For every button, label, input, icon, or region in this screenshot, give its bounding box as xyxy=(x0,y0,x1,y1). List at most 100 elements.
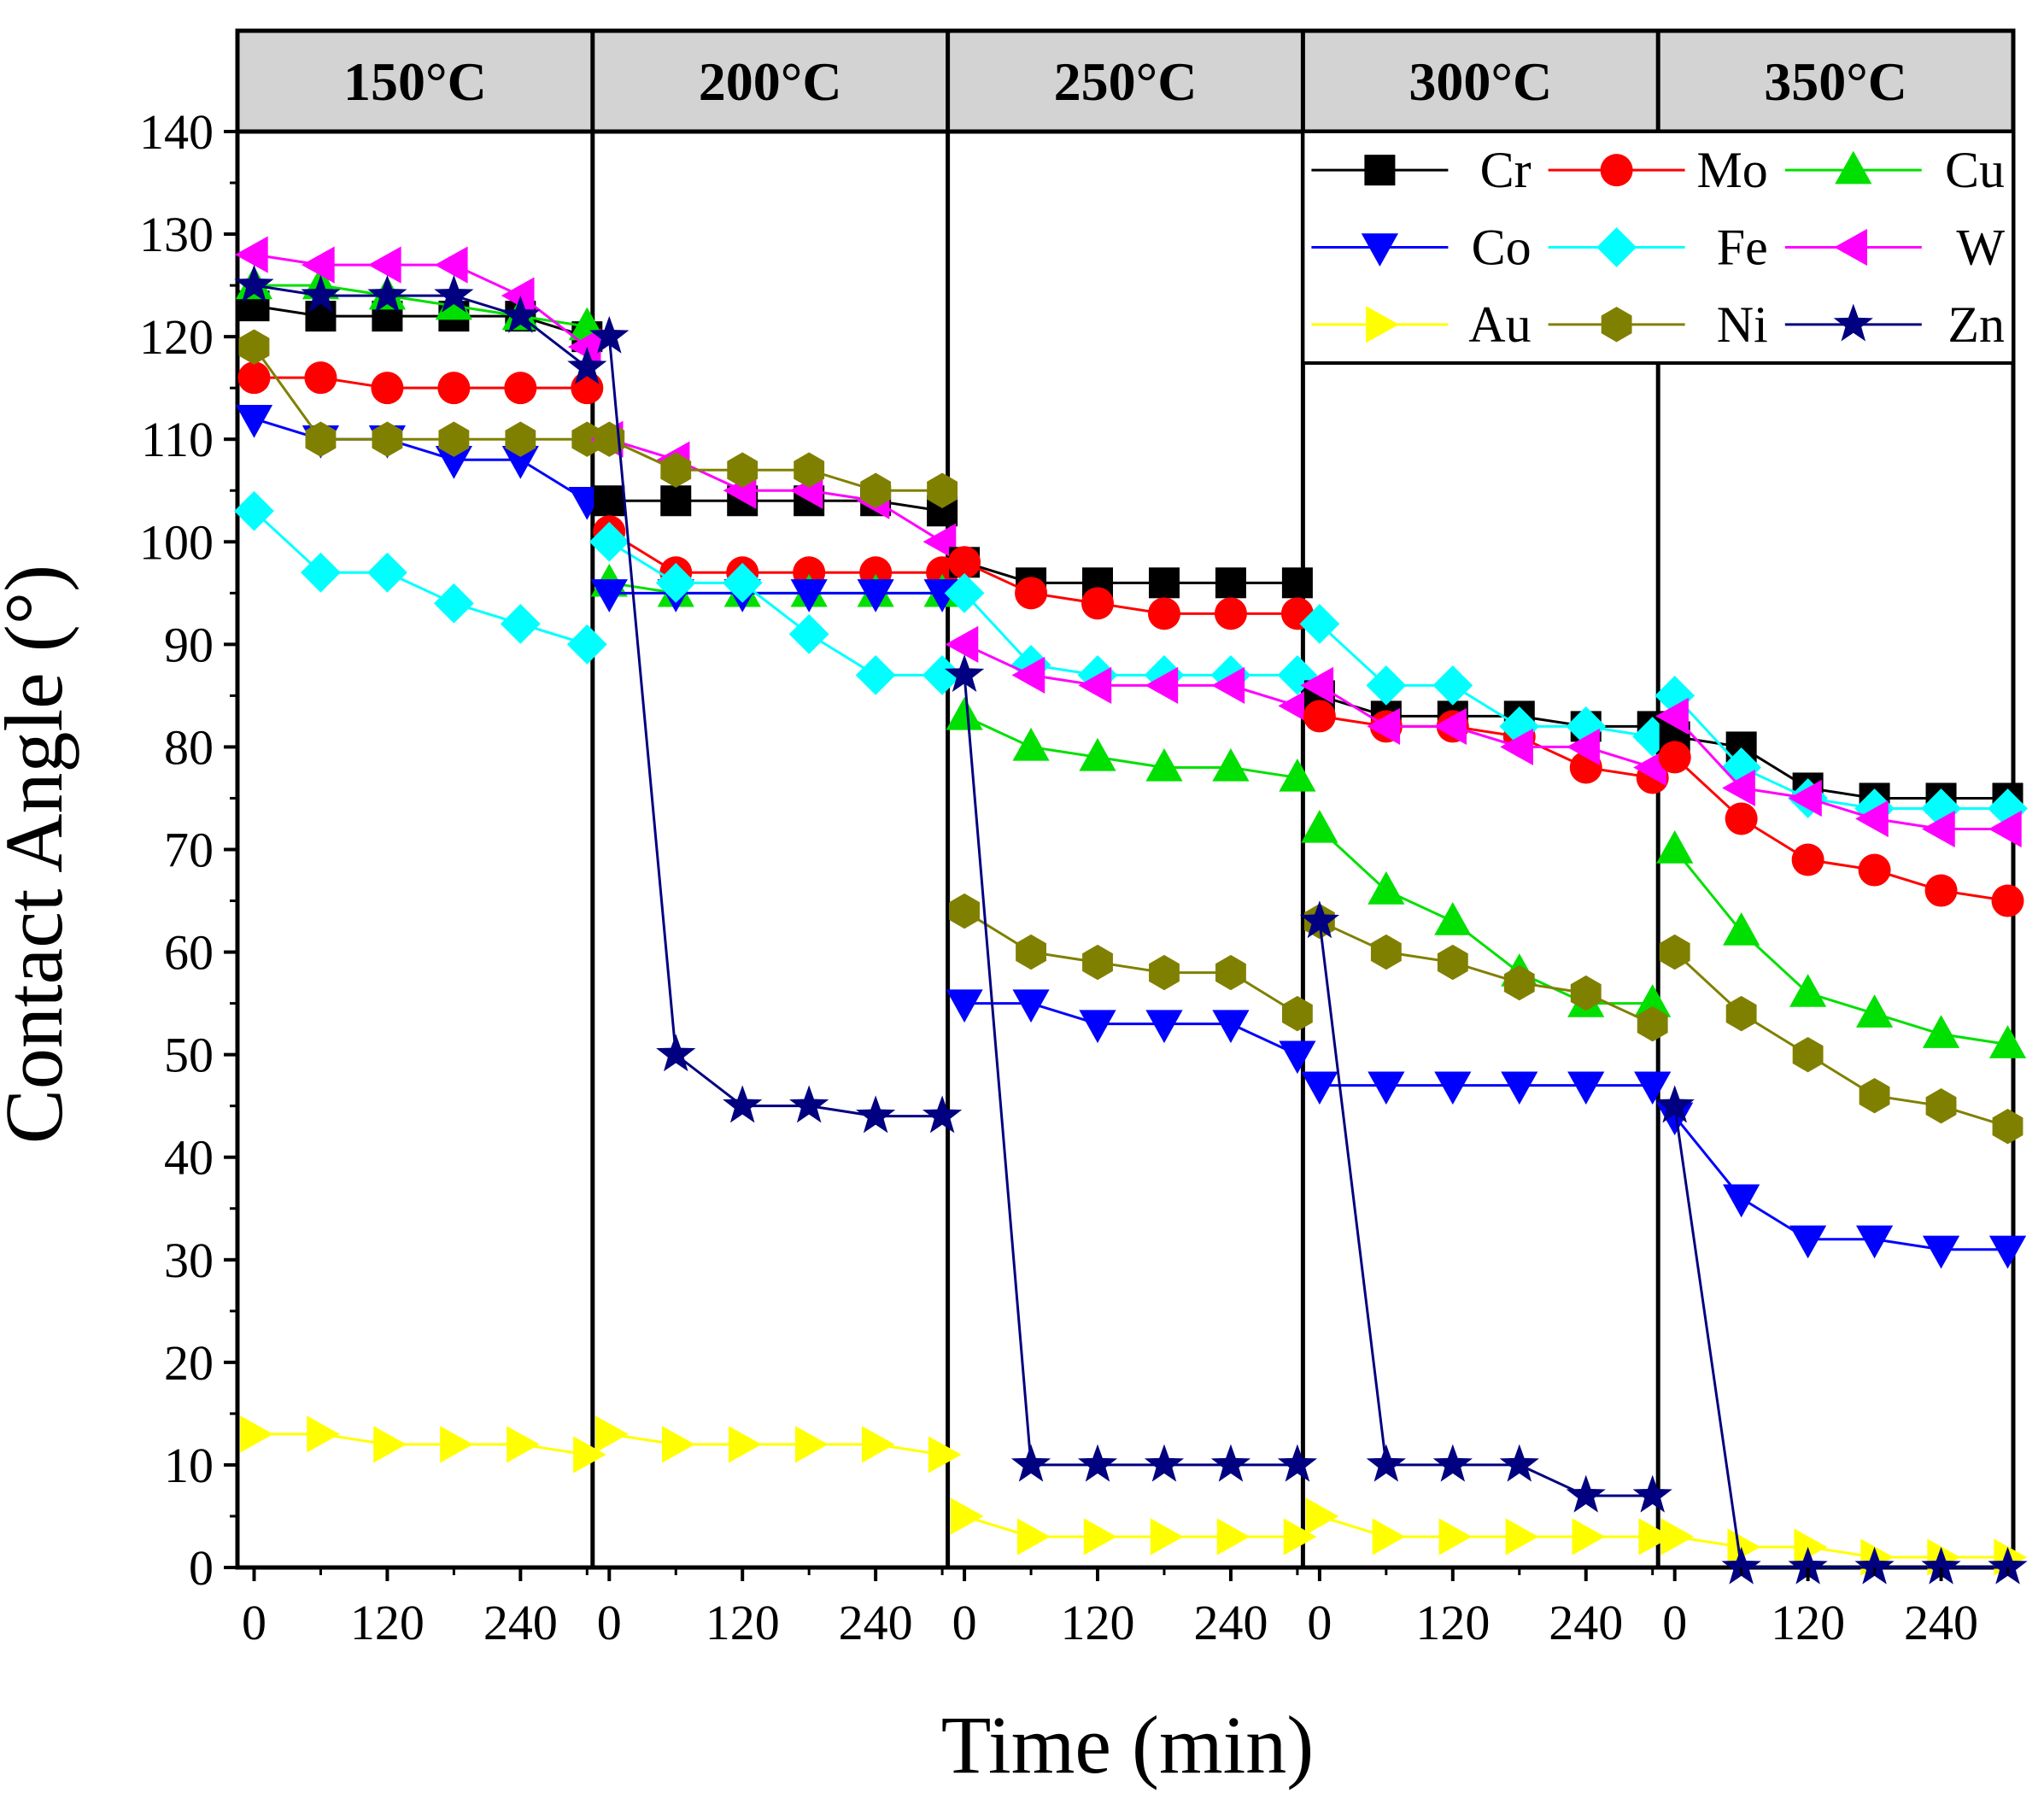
panel-200-series xyxy=(589,315,963,1474)
data-point-au xyxy=(861,1426,895,1463)
x-tick-label: 120 xyxy=(1771,1595,1845,1650)
legend-label: Mo xyxy=(1696,142,1767,198)
data-point-ni xyxy=(372,421,403,457)
data-point-au xyxy=(729,1426,762,1463)
data-point-ni xyxy=(1149,954,1180,991)
data-point-w xyxy=(1211,666,1245,704)
data-point-au xyxy=(1638,1518,1672,1556)
data-point-cu xyxy=(1079,737,1116,771)
y-tick-label: 30 xyxy=(164,1233,214,1288)
data-point-au xyxy=(240,1415,273,1453)
legend-label: W xyxy=(1956,220,2005,276)
series-line-mo xyxy=(608,530,943,574)
data-point-mo xyxy=(504,372,537,405)
legend-label: Ni xyxy=(1717,296,1768,353)
data-point-w xyxy=(1789,779,1822,817)
x-tick-label: 240 xyxy=(839,1595,913,1650)
y-tick-label: 70 xyxy=(164,823,214,878)
data-point-fe xyxy=(944,572,985,613)
data-point-co xyxy=(235,405,273,438)
data-point-mo xyxy=(1147,597,1180,630)
x-tick-label: 120 xyxy=(1415,1595,1490,1650)
data-point-zn xyxy=(1788,1546,1828,1585)
data-point-mo xyxy=(1303,700,1336,733)
data-point-fe xyxy=(589,521,630,562)
data-point-mo xyxy=(1214,597,1247,630)
series-line-au xyxy=(1674,1535,2008,1559)
series-line-zn xyxy=(963,675,1297,1467)
data-point-au xyxy=(440,1426,473,1463)
data-point-au xyxy=(1438,1518,1473,1556)
data-point-cu xyxy=(1145,747,1183,782)
data-point-ni xyxy=(1016,934,1046,970)
data-point-cu xyxy=(1212,747,1250,782)
data-point-zn xyxy=(501,295,541,333)
data-point-zn xyxy=(856,1095,896,1134)
data-point-cu xyxy=(1789,974,1827,1007)
data-point-fe xyxy=(1499,706,1540,747)
x-tick-label: 0 xyxy=(952,1595,977,1650)
data-point-co xyxy=(1279,1040,1316,1075)
data-point-w xyxy=(501,277,535,314)
panel-250-series xyxy=(944,546,1318,1556)
data-point-au xyxy=(950,1497,984,1535)
data-point-ni xyxy=(505,421,536,457)
data-point-cr xyxy=(660,485,692,517)
data-point-mo xyxy=(1924,874,1958,907)
data-point-ni xyxy=(1215,954,1246,991)
y-tick-label: 80 xyxy=(164,719,214,775)
data-point-au xyxy=(507,1426,540,1463)
data-point-au xyxy=(794,1426,829,1463)
data-point-w xyxy=(1922,810,1955,848)
data-point-zn xyxy=(1432,1444,1473,1482)
data-point-ni xyxy=(1659,934,1690,970)
data-point-w xyxy=(1433,707,1467,746)
panel-label-200: 200°C xyxy=(699,51,842,112)
data-point-fe xyxy=(655,562,696,603)
data-point-ni xyxy=(660,452,692,488)
data-point-zn xyxy=(1010,1444,1051,1482)
legend-marker xyxy=(1600,154,1633,187)
data-point-au xyxy=(1016,1518,1051,1556)
data-point-co xyxy=(1368,1071,1405,1105)
data-point-au xyxy=(595,1415,629,1453)
y-tick-label: 0 xyxy=(189,1540,214,1596)
data-point-mo xyxy=(1015,577,1048,610)
x-tick-label: 240 xyxy=(1193,1595,1268,1650)
data-point-co xyxy=(1301,1071,1338,1105)
data-point-fe xyxy=(500,603,541,644)
legend-item-fe: Fe xyxy=(1548,220,1768,276)
data-point-mo xyxy=(1081,587,1115,620)
legend-marker xyxy=(1833,303,1873,342)
data-point-au xyxy=(1216,1518,1250,1556)
data-point-ni xyxy=(1859,1077,1890,1114)
legend-label: Co xyxy=(1472,220,1532,276)
data-point-zn xyxy=(1210,1444,1251,1482)
data-point-ni xyxy=(1792,1036,1824,1073)
data-point-zn xyxy=(1499,1444,1539,1482)
data-point-cu xyxy=(1368,871,1405,905)
legend-marker xyxy=(1596,227,1637,267)
data-point-ni xyxy=(238,329,270,365)
data-point-mo xyxy=(571,372,604,405)
data-point-cu xyxy=(1723,912,1760,946)
data-point-au xyxy=(307,1415,340,1453)
series-line-cr xyxy=(1319,694,1653,728)
data-point-fe xyxy=(566,624,607,665)
data-point-fe xyxy=(922,654,963,695)
data-point-mo xyxy=(437,372,471,405)
data-point-co xyxy=(1988,1235,2027,1269)
x-tick-label: 240 xyxy=(1549,1595,1623,1650)
x-axis-title: Time (min) xyxy=(941,1699,1315,1790)
data-point-ni xyxy=(860,472,892,508)
legend-item-zn: Zn xyxy=(1784,296,2005,353)
data-point-au xyxy=(1305,1497,1339,1535)
data-point-co xyxy=(435,446,472,479)
data-point-fe xyxy=(1432,665,1473,706)
data-point-fe xyxy=(722,562,763,603)
legend-marker xyxy=(1835,150,1872,185)
data-point-zn xyxy=(234,264,274,302)
data-point-zn xyxy=(1566,1474,1606,1513)
y-tick-label: 20 xyxy=(164,1335,214,1391)
legend-label: Cu xyxy=(1945,142,2005,198)
